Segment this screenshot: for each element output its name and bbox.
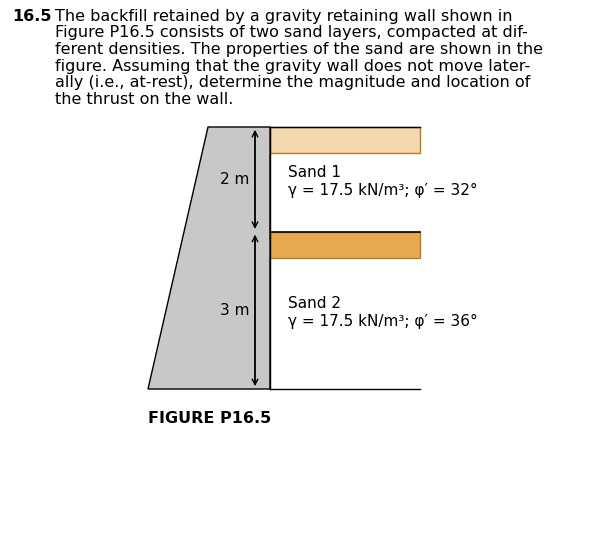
- Text: the thrust on the wall.: the thrust on the wall.: [55, 91, 234, 106]
- Text: 3 m: 3 m: [220, 303, 249, 318]
- Text: Sand 1: Sand 1: [288, 165, 341, 180]
- Text: γ = 17.5 kN/m³; φ′ = 36°: γ = 17.5 kN/m³; φ′ = 36°: [288, 314, 478, 329]
- Bar: [270, 232, 420, 258]
- Text: ferent densities. The properties of the sand are shown in the: ferent densities. The properties of the …: [55, 42, 543, 57]
- Text: ally (i.e., at-rest), determine the magnitude and location of: ally (i.e., at-rest), determine the magn…: [55, 75, 530, 90]
- Bar: [270, 127, 420, 153]
- Text: The backfill retained by a gravity retaining wall shown in: The backfill retained by a gravity retai…: [55, 9, 512, 24]
- Text: 16.5: 16.5: [12, 9, 51, 24]
- Text: figure. Assuming that the gravity wall does not move later-: figure. Assuming that the gravity wall d…: [55, 58, 530, 74]
- Text: Sand 2: Sand 2: [288, 296, 341, 311]
- Polygon shape: [148, 127, 270, 389]
- Text: γ = 17.5 kN/m³; φ′ = 32°: γ = 17.5 kN/m³; φ′ = 32°: [288, 183, 477, 198]
- Text: 2 m: 2 m: [220, 172, 249, 187]
- Text: Figure P16.5 consists of two sand layers, compacted at dif-: Figure P16.5 consists of two sand layers…: [55, 26, 528, 41]
- Text: FIGURE P16.5: FIGURE P16.5: [148, 411, 271, 426]
